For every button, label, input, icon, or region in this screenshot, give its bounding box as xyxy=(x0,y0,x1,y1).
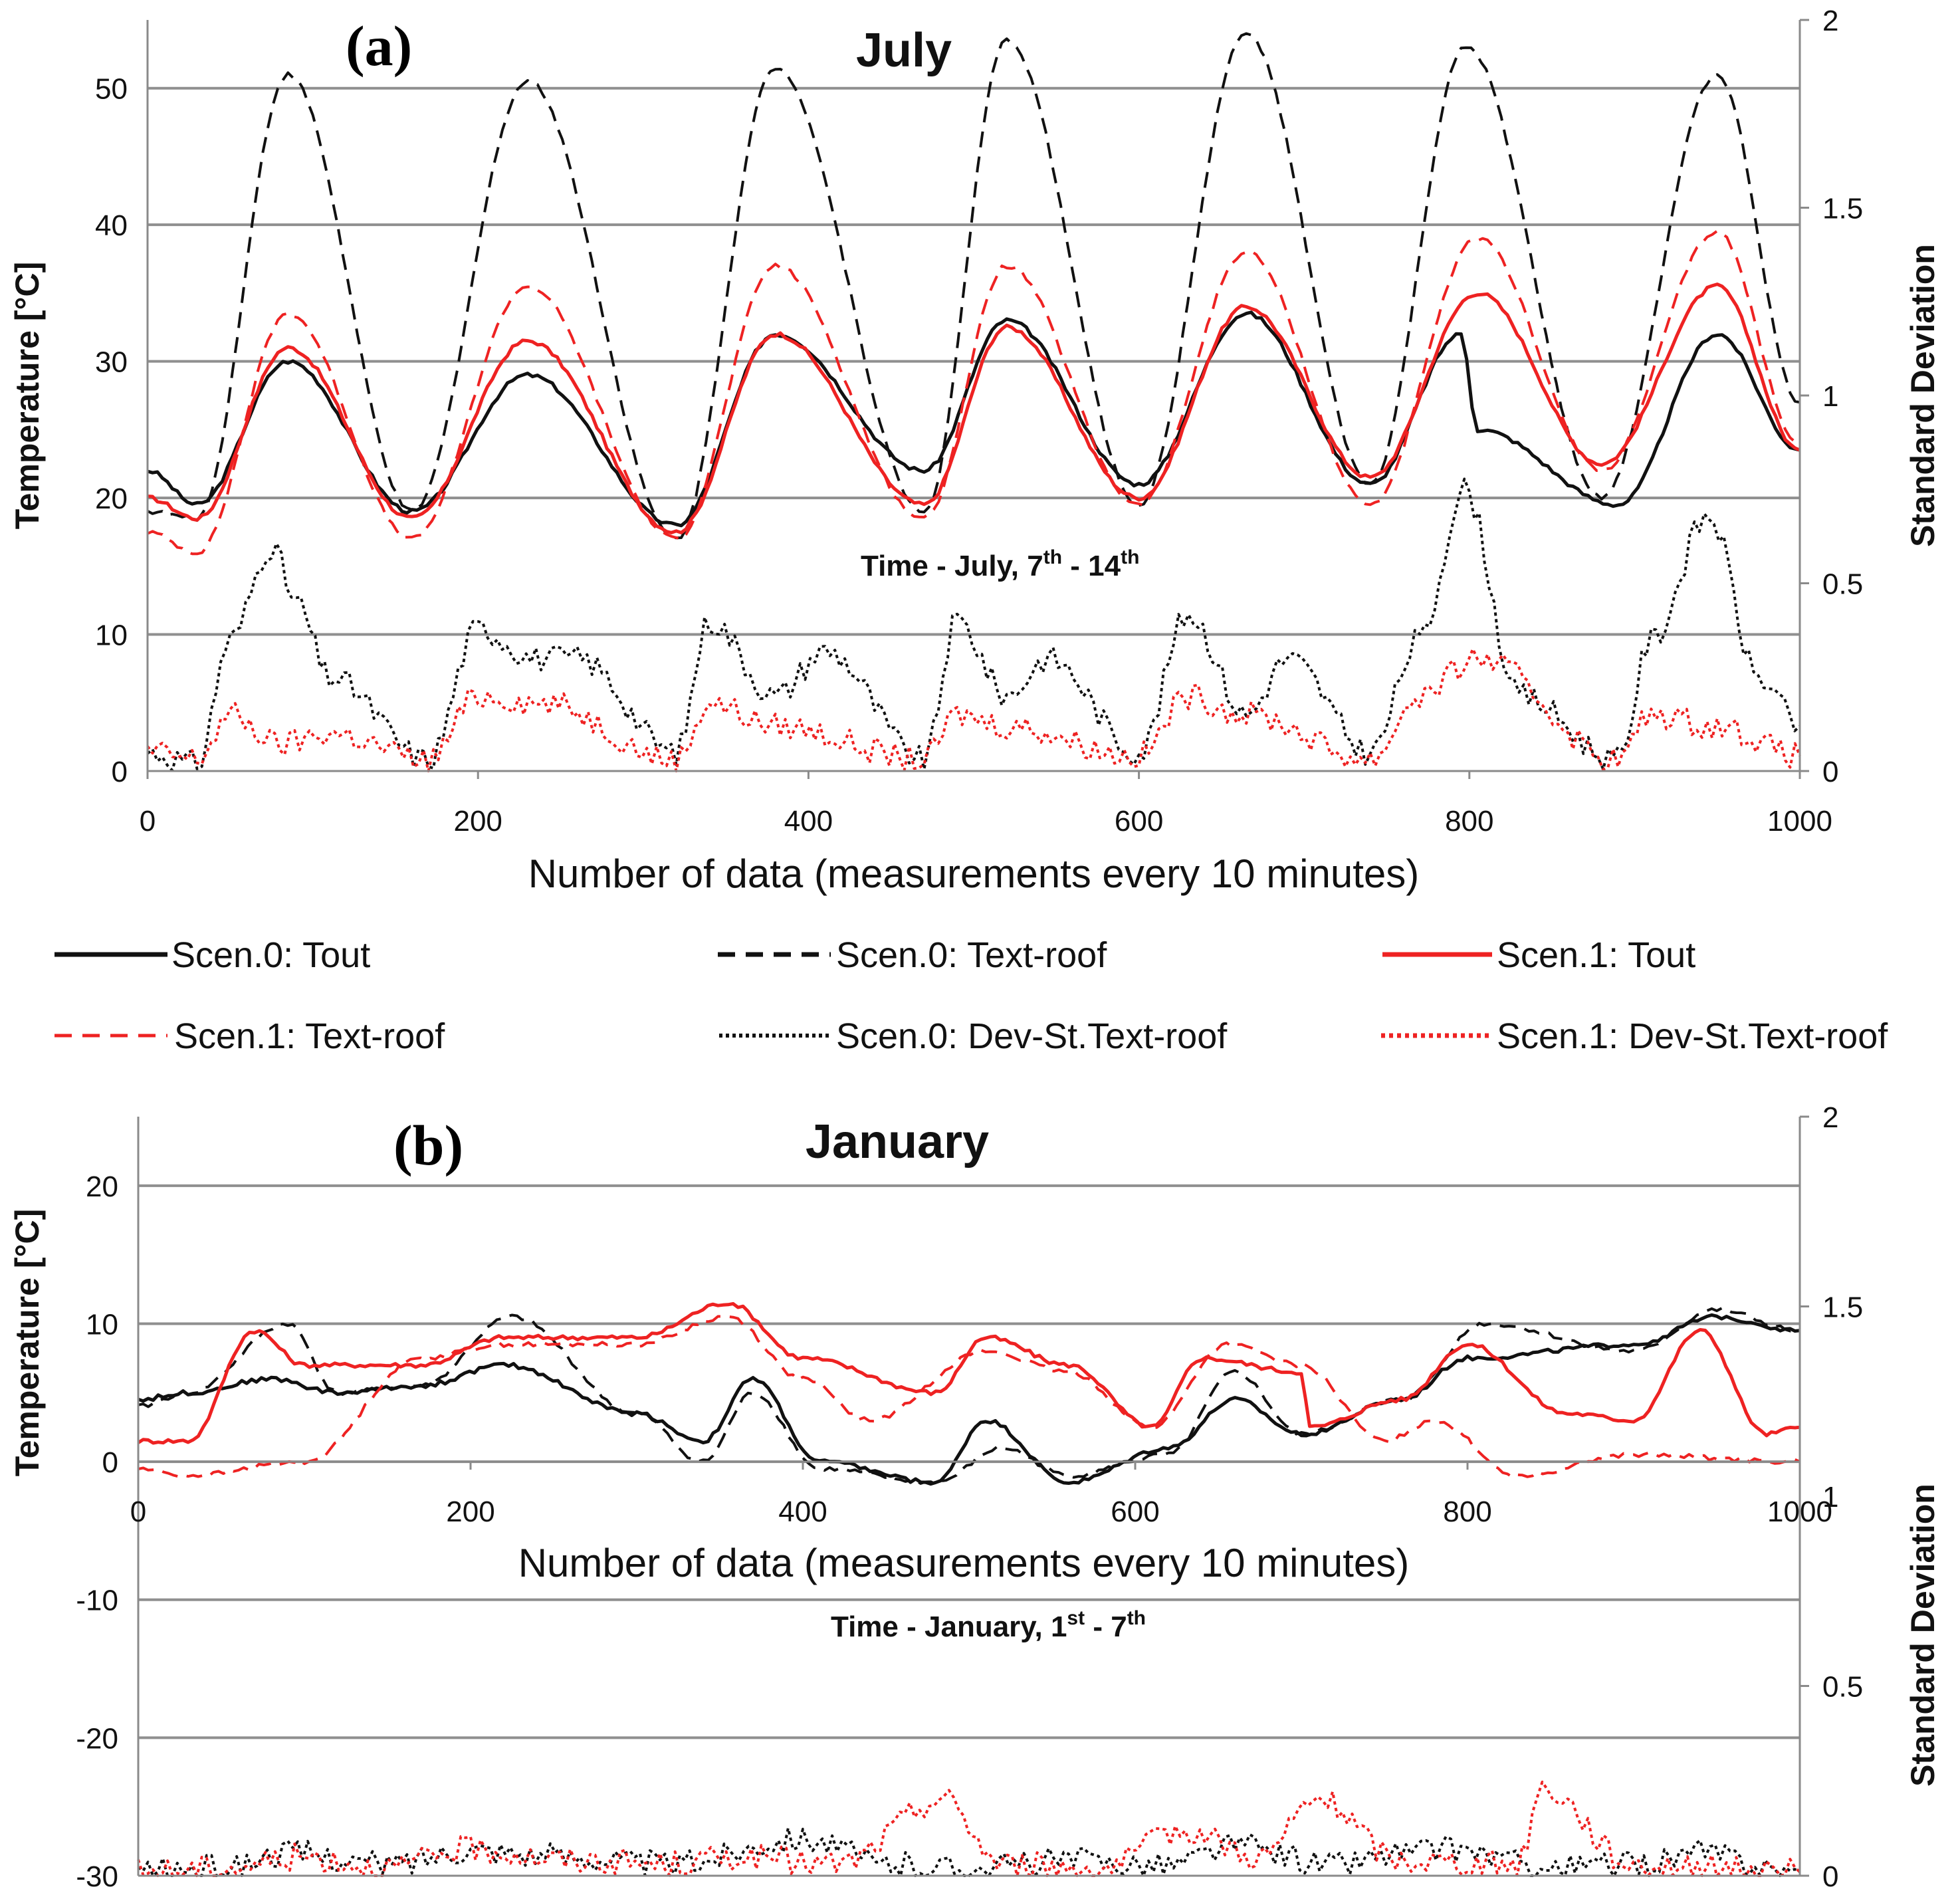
panel-b-january-chart: -30 -20 -10 0 10 20 0 0.5 1.5 2 1 0 200 400 600 800 10… xyxy=(9,1101,1941,1893)
legend-label: Scen.1: Dev-St.Text-roof xyxy=(1497,1016,1888,1056)
panel-b-y2-label: Standard Deviation xyxy=(1904,1484,1941,1787)
panel-a-y2-label: Standard Deviation xyxy=(1904,244,1941,547)
legend-label: Scen.0: Dev-St.Text-roof xyxy=(836,1016,1228,1056)
series-line-scen-1-dev-st-text-roof xyxy=(137,1780,1801,1877)
y2-tick-label: 0 xyxy=(1822,1860,1838,1893)
panel-b-y-ticks: -30 -20 -10 0 10 20 xyxy=(76,1171,118,1893)
y-tick-label: 10 xyxy=(86,1308,118,1341)
panel-a-title: July xyxy=(856,24,952,77)
x-tick-label: 800 xyxy=(1445,805,1493,837)
y-tick-label: 50 xyxy=(95,73,128,106)
x-tick-label: 600 xyxy=(1115,805,1163,837)
y-tick-label: -10 xyxy=(76,1585,118,1617)
y2-tick-label: 1.5 xyxy=(1822,1291,1863,1324)
y-tick-label: 40 xyxy=(95,209,128,242)
y-tick-label: -30 xyxy=(76,1860,118,1893)
series-line-scen-0-dev-st-text-roof xyxy=(137,1827,1800,1877)
legend-item: Scen.0: Text-roof xyxy=(718,935,1107,975)
x-tick-label: 200 xyxy=(446,1496,494,1528)
legend-item: Scen.1: Tout xyxy=(1382,935,1695,975)
panel-b-label: (b) xyxy=(393,1113,463,1177)
panel-b-series xyxy=(137,1301,1801,1877)
panel-b-y-label: Temperature [°C] xyxy=(9,1209,46,1476)
panel-a-gridlines xyxy=(148,86,1800,636)
y2-tick-label: 1 xyxy=(1822,1481,1838,1513)
y2-tick-label: 0.5 xyxy=(1822,568,1863,601)
series-line-scen-0-tout xyxy=(147,310,1800,528)
legend-label: Scen.1: Tout xyxy=(1497,935,1695,975)
legend-item: Scen.1: Dev-St.Text-roof xyxy=(1381,1016,1888,1056)
panel-a-y-ticks: 0 10 20 30 40 50 xyxy=(95,73,128,788)
panel-a-x-ticks: 0 200 400 600 800 1000 xyxy=(140,771,1832,837)
x-tick-label: 0 xyxy=(130,1496,146,1528)
legend-item: Scen.1: Text-roof xyxy=(54,1016,445,1056)
series-line-scen-0-tout xyxy=(138,1313,1800,1486)
y2-tick-label: 2 xyxy=(1822,5,1838,37)
y2-tick-label: 1.5 xyxy=(1822,193,1863,225)
series-line-scen-0-dev-st-text-roof xyxy=(146,477,1801,772)
panel-a-x-label: Number of data (measurements every 10 mi… xyxy=(528,851,1420,896)
legend-item: Scen.0: Dev-St.Text-roof xyxy=(719,1016,1228,1056)
panel-b-x-label: Number of data (measurements every 10 mi… xyxy=(518,1541,1410,1585)
legend: Scen.0: Tout Scen.0: Text-roof Scen.1: T… xyxy=(54,935,1888,1056)
y2-tick-label: 0 xyxy=(1822,756,1838,788)
panel-a-y2-ticks: 0 0.5 1 1.5 2 xyxy=(1800,5,1863,788)
panel-b-title: January xyxy=(806,1115,989,1169)
x-tick-label: 600 xyxy=(1111,1496,1159,1528)
legend-label: Scen.1: Text-roof xyxy=(174,1016,445,1056)
y-tick-label: -20 xyxy=(76,1722,118,1755)
x-tick-label: 800 xyxy=(1443,1496,1491,1528)
x-tick-label: 1000 xyxy=(1767,1496,1832,1528)
panel-a-y-label: Temperature [°C] xyxy=(9,262,46,529)
legend-label: Scen.0: Tout xyxy=(171,935,370,975)
panel-a-series xyxy=(146,32,1801,772)
panel-b-y2-ticks: 0 0.5 1.5 2 1 xyxy=(1800,1101,1863,1893)
panel-a-label: (a) xyxy=(346,14,412,78)
y2-tick-label: 0.5 xyxy=(1822,1671,1863,1704)
y-tick-label: 20 xyxy=(95,483,128,515)
legend-item: Scen.0: Tout xyxy=(54,935,370,975)
y-tick-label: 0 xyxy=(102,1446,118,1479)
x-tick-label: 400 xyxy=(778,1496,827,1528)
series-line-scen-1-tout xyxy=(147,282,1801,534)
y-tick-label: 30 xyxy=(95,346,128,379)
y-tick-label: 10 xyxy=(95,619,128,652)
series-line-scen-1-text-roof xyxy=(138,1315,1800,1479)
y-tick-label: 0 xyxy=(112,756,128,788)
y2-tick-label: 2 xyxy=(1822,1101,1838,1134)
x-tick-label: 200 xyxy=(453,805,502,837)
series-line-scen-0-text-roof xyxy=(147,32,1800,540)
x-tick-label: 0 xyxy=(140,805,156,837)
x-tick-label: 400 xyxy=(784,805,833,837)
series-line-scen-1-text-roof xyxy=(147,229,1800,556)
panel-b-x-ticks: 0 200 400 600 800 1000 xyxy=(130,1460,1832,1528)
legend-label: Scen.0: Text-roof xyxy=(836,935,1107,975)
x-tick-label: 1000 xyxy=(1767,805,1832,837)
series-line-scen-0-text-roof xyxy=(138,1307,1800,1486)
y-tick-label: 20 xyxy=(86,1171,118,1203)
panel-b-time-caption: Time - January, 1st - 7th xyxy=(831,1607,1146,1643)
panel-a-time-caption: Time - July, 7th - 14th xyxy=(861,546,1139,582)
y2-tick-label: 1 xyxy=(1822,380,1838,413)
series-line-scen-1-dev-st-text-roof xyxy=(146,647,1801,772)
